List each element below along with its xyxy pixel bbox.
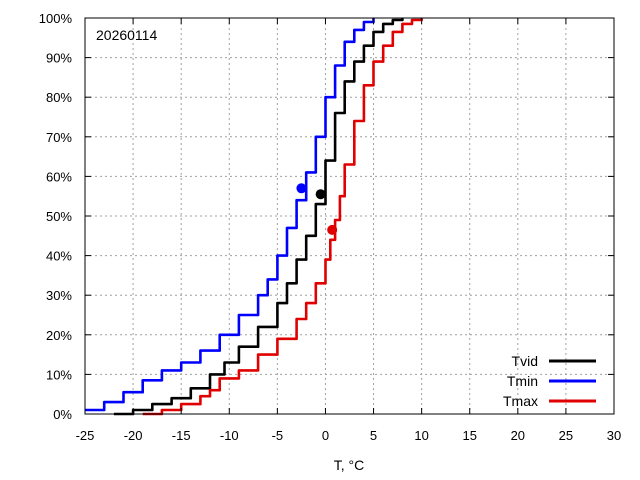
x-tick-label: 10 [414, 428, 428, 443]
legend-label-tmin: Tmin [507, 373, 538, 389]
x-axis-title: T, °C [334, 457, 365, 473]
y-tick-label: 90% [46, 51, 72, 66]
legend: Tvid Tmin Tmax [503, 353, 596, 409]
series-line-tmin [85, 18, 375, 412]
series-line-tvid [113, 18, 404, 416]
legend-label-tvid: Tvid [512, 353, 538, 369]
series-marker-tmax [327, 224, 338, 235]
y-tick-label: 10% [46, 367, 72, 382]
x-tick-label: -15 [172, 428, 191, 443]
y-tick-label: 80% [46, 90, 72, 105]
y-tick-label: 0% [53, 407, 72, 422]
grid-layer [85, 18, 614, 414]
x-tick-label: -10 [220, 428, 239, 443]
y-tick-label: 40% [46, 249, 72, 264]
x-tick-label: 15 [462, 428, 476, 443]
series-marker-tmin [296, 183, 307, 194]
x-tick-label: 30 [607, 428, 621, 443]
y-tick-label: 50% [46, 209, 72, 224]
series-layer [85, 18, 423, 416]
series-line-tmax [142, 18, 423, 416]
x-tick-label: -20 [124, 428, 143, 443]
date-annotation: 20260114 [96, 27, 157, 43]
ticks-layer: -25 -20 -15 -10 -5 0 5 10 15 20 25 30 0% 10% 20% 30% 40%… [39, 11, 621, 443]
x-tick-label: 0 [322, 428, 329, 443]
x-tick-label: 25 [559, 428, 573, 443]
y-tick-label: 70% [46, 130, 72, 145]
x-tick-label: -25 [76, 428, 95, 443]
legend-label-tmax: Tmax [503, 393, 538, 409]
x-tick-label: 20 [511, 428, 525, 443]
y-tick-label: 30% [46, 288, 72, 303]
x-tick-label: -5 [272, 428, 284, 443]
y-tick-label: 60% [46, 169, 72, 184]
series-marker-tvid [315, 189, 326, 200]
y-tick-label: 20% [46, 328, 72, 343]
x-tick-label: 5 [370, 428, 377, 443]
y-tick-label: 100% [39, 11, 73, 26]
